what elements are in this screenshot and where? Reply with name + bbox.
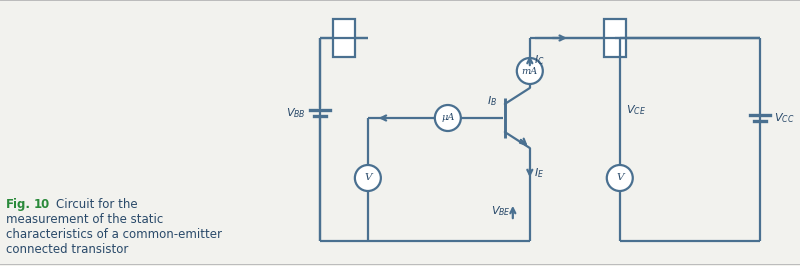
Text: μA: μA: [441, 114, 454, 123]
Text: $V_{BB}$: $V_{BB}$: [286, 106, 306, 120]
Text: $I_B$: $I_B$: [487, 94, 497, 108]
Text: $I_C$: $I_C$: [534, 53, 545, 67]
Text: $V_{BE}$: $V_{BE}$: [491, 204, 511, 218]
Circle shape: [517, 58, 543, 84]
Bar: [604, 19, 626, 57]
Text: V: V: [616, 173, 623, 182]
Text: connected transistor: connected transistor: [6, 243, 128, 256]
Text: $V_{CC}$: $V_{CC}$: [774, 111, 794, 125]
Text: Fig.: Fig.: [6, 198, 31, 211]
Text: V: V: [364, 173, 372, 182]
Text: mA: mA: [522, 66, 538, 76]
Text: characteristics of a common-emitter: characteristics of a common-emitter: [6, 228, 222, 241]
Circle shape: [355, 165, 381, 191]
Circle shape: [606, 165, 633, 191]
Text: $I_E$: $I_E$: [534, 166, 544, 180]
Text: $V_{CE}$: $V_{CE}$: [626, 103, 646, 117]
Text: measurement of the static: measurement of the static: [6, 213, 163, 226]
Text: 10: 10: [34, 198, 50, 211]
Bar: [333, 19, 355, 57]
Text: Circuit for the: Circuit for the: [56, 198, 138, 211]
Circle shape: [435, 105, 461, 131]
